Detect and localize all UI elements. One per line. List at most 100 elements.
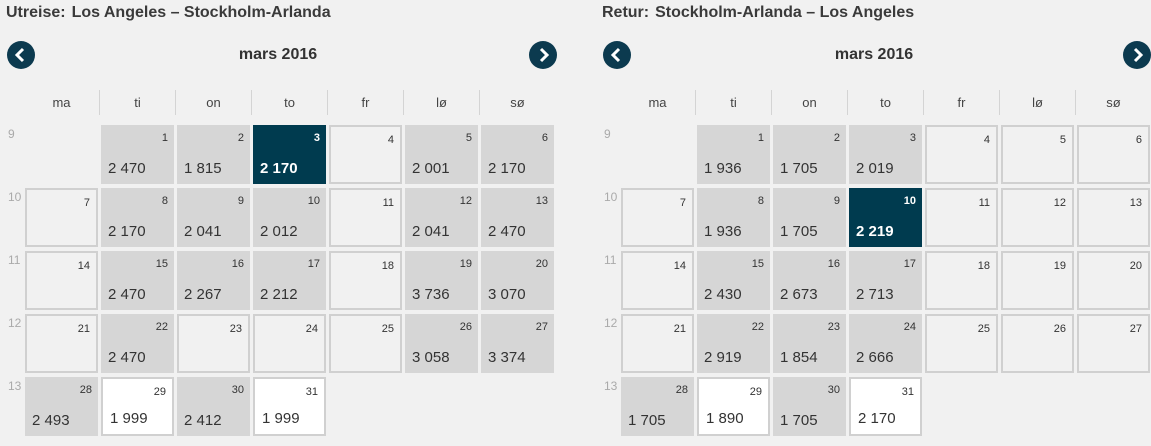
day-cell[interactable]: 9 2 041 <box>177 188 250 247</box>
price: 1 999 <box>262 410 300 427</box>
day-cell[interactable]: 10 2 012 <box>253 188 326 247</box>
title: Utreise: Los Angeles – Stockholm-Arlanda <box>6 4 331 22</box>
day-cell[interactable]: 29 1 890 <box>697 377 770 436</box>
price: 1 890 <box>706 410 744 427</box>
day-number: 5 <box>1059 134 1066 146</box>
day-cell[interactable]: 5 2 001 <box>405 125 478 184</box>
day-number: 7 <box>83 197 90 209</box>
day-number: 29 <box>153 386 166 398</box>
day-cell[interactable]: 1 1 936 <box>697 125 770 184</box>
next-month[interactable] <box>529 41 557 69</box>
weekday: ti <box>730 95 737 110</box>
price: 2 001 <box>412 160 450 177</box>
day-cell[interactable]: 27 3 374 <box>481 314 554 373</box>
price: 2 666 <box>856 349 894 366</box>
day-cell[interactable]: 16 2 267 <box>177 251 250 310</box>
day-cell[interactable]: 1 2 470 <box>101 125 174 184</box>
day-number: 6 <box>1135 134 1142 146</box>
day-cell[interactable]: 2 1 815 <box>177 125 250 184</box>
week-number: 10 <box>8 190 22 204</box>
day-cell[interactable]: 3 2 019 <box>849 125 922 184</box>
day-cell[interactable]: 24 2 666 <box>849 314 922 373</box>
day-cell: 14 <box>25 251 98 310</box>
price: 3 070 <box>488 286 526 303</box>
price: 2 170 <box>260 160 298 177</box>
day-cell[interactable]: 20 3 070 <box>481 251 554 310</box>
day-cell[interactable]: 17 2 212 <box>253 251 326 310</box>
price: 2 267 <box>184 286 222 303</box>
prev-month[interactable] <box>7 41 35 69</box>
day-cell[interactable]: 28 2 493 <box>25 377 98 436</box>
day-cell[interactable]: 3 2 170 <box>253 125 326 184</box>
day-cell[interactable]: 22 2 919 <box>697 314 770 373</box>
weekday: on <box>802 95 817 110</box>
day-cell: 5 <box>1001 125 1074 184</box>
day-cell[interactable]: 15 2 470 <box>101 251 174 310</box>
day-number: 25 <box>977 323 990 335</box>
day-cell[interactable]: 8 1 936 <box>697 188 770 247</box>
separator <box>479 90 480 115</box>
day-cell[interactable]: 30 2 412 <box>177 377 250 436</box>
month: mars 2016 <box>834 46 914 63</box>
price: 1 705 <box>628 412 666 429</box>
day-number: 9 <box>833 195 840 207</box>
price: 1 936 <box>704 160 742 177</box>
day-cell[interactable]: 19 3 736 <box>405 251 478 310</box>
day-cell: 14 <box>621 251 694 310</box>
day-cell[interactable]: 29 1 999 <box>101 377 174 436</box>
day-number: 12 <box>459 195 472 207</box>
day-cell[interactable]: 2 1 705 <box>773 125 846 184</box>
day-cell: 21 <box>621 314 694 373</box>
weekday: to <box>284 95 295 110</box>
day-number: 19 <box>459 258 472 270</box>
day-cell[interactable]: 31 2 170 <box>849 377 922 436</box>
day-number: 20 <box>535 258 548 270</box>
day-cell[interactable]: 22 2 470 <box>101 314 174 373</box>
day-number: 14 <box>673 260 686 272</box>
weekday: sø <box>510 95 525 110</box>
day-cell[interactable]: 10 2 219 <box>849 188 922 247</box>
day-cell[interactable]: 28 1 705 <box>621 377 694 436</box>
day-number: 21 <box>673 323 686 335</box>
day-cell[interactable]: 6 2 170 <box>481 125 554 184</box>
day-number: 23 <box>827 321 840 333</box>
day-number: 11 <box>978 197 990 209</box>
day-cell[interactable]: 31 1 999 <box>253 377 326 436</box>
day-number: 13 <box>1129 197 1142 209</box>
day-cell[interactable]: 17 2 713 <box>849 251 922 310</box>
day-cell[interactable]: 12 2 041 <box>405 188 478 247</box>
day-number: 18 <box>977 260 990 272</box>
day-number: 17 <box>307 258 320 270</box>
day-cell[interactable]: 15 2 430 <box>697 251 770 310</box>
day-number: 11 <box>382 197 394 209</box>
day-cell[interactable]: 8 2 170 <box>101 188 174 247</box>
return-calendar: Retur: Stockholm-Arlanda – Los Angeles ma… <box>596 0 1151 446</box>
day-number: 27 <box>535 321 548 333</box>
day-number: 25 <box>381 323 394 335</box>
day-cell[interactable]: 16 2 673 <box>773 251 846 310</box>
day-number: 30 <box>231 384 244 396</box>
label: Utreise: <box>6 4 66 21</box>
day-cell: 25 <box>329 314 402 373</box>
day-number: 7 <box>679 197 686 209</box>
price: 1 854 <box>780 349 818 366</box>
title: Retur: Stockholm-Arlanda – Los Angeles <box>602 4 914 22</box>
day-cell[interactable]: 13 2 470 <box>481 188 554 247</box>
day-cell[interactable]: 26 3 058 <box>405 314 478 373</box>
day-cell[interactable]: 23 1 854 <box>773 314 846 373</box>
day-cell[interactable]: 30 1 705 <box>773 377 846 436</box>
next-month[interactable] <box>1123 41 1151 69</box>
day-cell: 19 <box>1001 251 1074 310</box>
day-cell: 6 <box>1077 125 1150 184</box>
day-cell[interactable]: 9 1 705 <box>773 188 846 247</box>
day-cell: 27 <box>1077 314 1150 373</box>
weekday: lø <box>1032 95 1043 110</box>
price: 1 936 <box>704 223 742 240</box>
day-number: 3 <box>909 132 916 144</box>
separator <box>175 90 176 115</box>
day-number: 14 <box>77 260 90 272</box>
prev-month[interactable] <box>603 41 631 69</box>
price: 1 705 <box>780 160 818 177</box>
day-number: 13 <box>535 195 548 207</box>
weekday: to <box>880 95 891 110</box>
